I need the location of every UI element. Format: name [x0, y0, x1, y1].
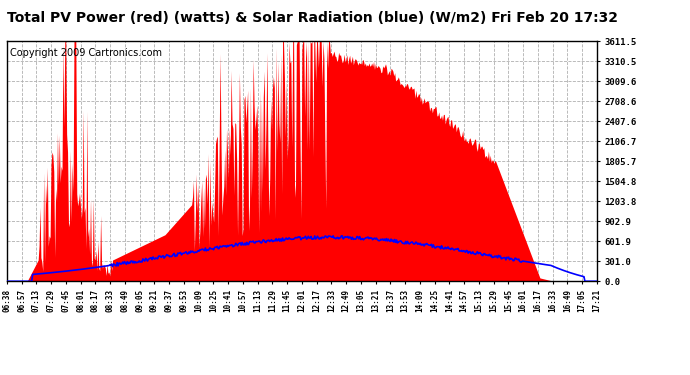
Text: Copyright 2009 Cartronics.com: Copyright 2009 Cartronics.com [10, 48, 162, 58]
Text: Total PV Power (red) (watts) & Solar Radiation (blue) (W/m2) Fri Feb 20 17:32: Total PV Power (red) (watts) & Solar Rad… [7, 11, 618, 25]
